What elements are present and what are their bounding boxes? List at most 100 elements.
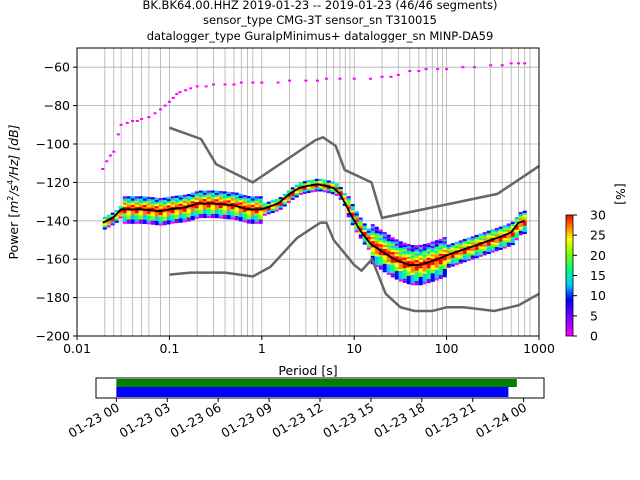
density-cell (294, 184, 299, 187)
density-cell (426, 255, 431, 258)
density-cell (410, 255, 415, 258)
density-cell (418, 247, 423, 250)
density-cell (446, 244, 451, 247)
density-cell (126, 219, 131, 222)
density-cell (178, 197, 183, 200)
density-cell (198, 201, 203, 204)
timeline-tick-label: 01-23 09 (218, 400, 274, 441)
density-cell (442, 264, 447, 267)
density-cell (254, 213, 259, 216)
density-cell (126, 213, 131, 216)
density-cell (210, 190, 215, 193)
density-cell (198, 194, 203, 197)
density-cell-outlier (408, 70, 412, 73)
density-cell (366, 230, 371, 233)
density-cell (474, 253, 479, 257)
density-cell (146, 207, 151, 210)
density-cell (482, 251, 487, 254)
density-cell (466, 239, 471, 242)
density-cell (198, 213, 203, 216)
density-cell (126, 221, 131, 224)
density-cell (426, 280, 431, 284)
density-cell (390, 258, 395, 261)
density-cell (150, 214, 155, 217)
density-cell (506, 225, 511, 228)
density-cell (434, 271, 439, 275)
density-cell (510, 242, 515, 246)
density-cell (354, 228, 359, 231)
density-cell (226, 202, 231, 205)
density-cell (238, 198, 243, 201)
density-cell (130, 198, 135, 201)
density-cell-outlier (380, 75, 384, 78)
density-cell (334, 187, 339, 190)
density-cell (254, 215, 259, 218)
density-cell (490, 250, 495, 253)
density-cell (458, 250, 463, 254)
density-cell (466, 254, 471, 257)
density-cell (218, 214, 223, 217)
density-cell (418, 283, 423, 286)
density-cell (370, 249, 375, 252)
density-cell (498, 237, 503, 240)
density-cell (522, 223, 527, 226)
density-cell (166, 196, 171, 200)
density-cell (290, 189, 295, 192)
density-cell (150, 201, 155, 204)
density-cell-outlier (189, 87, 193, 90)
density-cell (214, 194, 219, 198)
density-cell (154, 201, 159, 205)
density-cell (334, 183, 339, 186)
density-cell (502, 237, 507, 241)
density-cell (378, 233, 383, 236)
density-cell (318, 189, 323, 192)
density-cell (142, 206, 147, 210)
density-cell (246, 198, 251, 201)
density-cell (374, 226, 379, 229)
density-cell (514, 221, 519, 224)
density-cell (238, 195, 243, 199)
density-cell (322, 179, 327, 182)
density-cell (346, 206, 351, 209)
density-cell (434, 278, 439, 281)
density-cell (242, 194, 247, 198)
density-cell (186, 206, 191, 209)
density-cell (142, 219, 147, 222)
density-cell (438, 270, 443, 273)
density-cell (438, 245, 443, 248)
density-cell (110, 221, 115, 224)
density-cell (134, 198, 139, 201)
density-cell (374, 243, 379, 246)
density-cell (494, 227, 499, 231)
density-cell (370, 243, 375, 246)
density-cell (466, 252, 471, 255)
density-cell (430, 241, 435, 244)
density-cell-outlier (472, 66, 476, 69)
density-cell (194, 206, 199, 209)
density-cell (266, 207, 271, 211)
density-cell-outlier (195, 85, 199, 88)
density-cell (458, 257, 463, 260)
density-cell (230, 213, 235, 216)
density-cell (142, 211, 147, 214)
density-cell (434, 248, 439, 251)
density-cell (398, 241, 403, 244)
density-cell (426, 247, 431, 250)
density-cell (142, 198, 147, 201)
density-cell (222, 210, 227, 213)
density-cell-outlier (184, 89, 188, 92)
density-cell (158, 198, 163, 201)
density-cell (350, 208, 355, 211)
density-cell (258, 213, 263, 216)
density-cell-outlier (153, 112, 157, 115)
density-cell (202, 194, 207, 197)
density-cell (342, 195, 347, 198)
x-tick-label: 1 (258, 341, 266, 356)
density-cell (166, 215, 171, 219)
density-cell (138, 219, 143, 222)
density-cell (410, 261, 415, 265)
density-cell (210, 198, 215, 202)
density-cell (222, 212, 227, 215)
density-cell (426, 270, 431, 273)
density-cell (250, 221, 255, 224)
